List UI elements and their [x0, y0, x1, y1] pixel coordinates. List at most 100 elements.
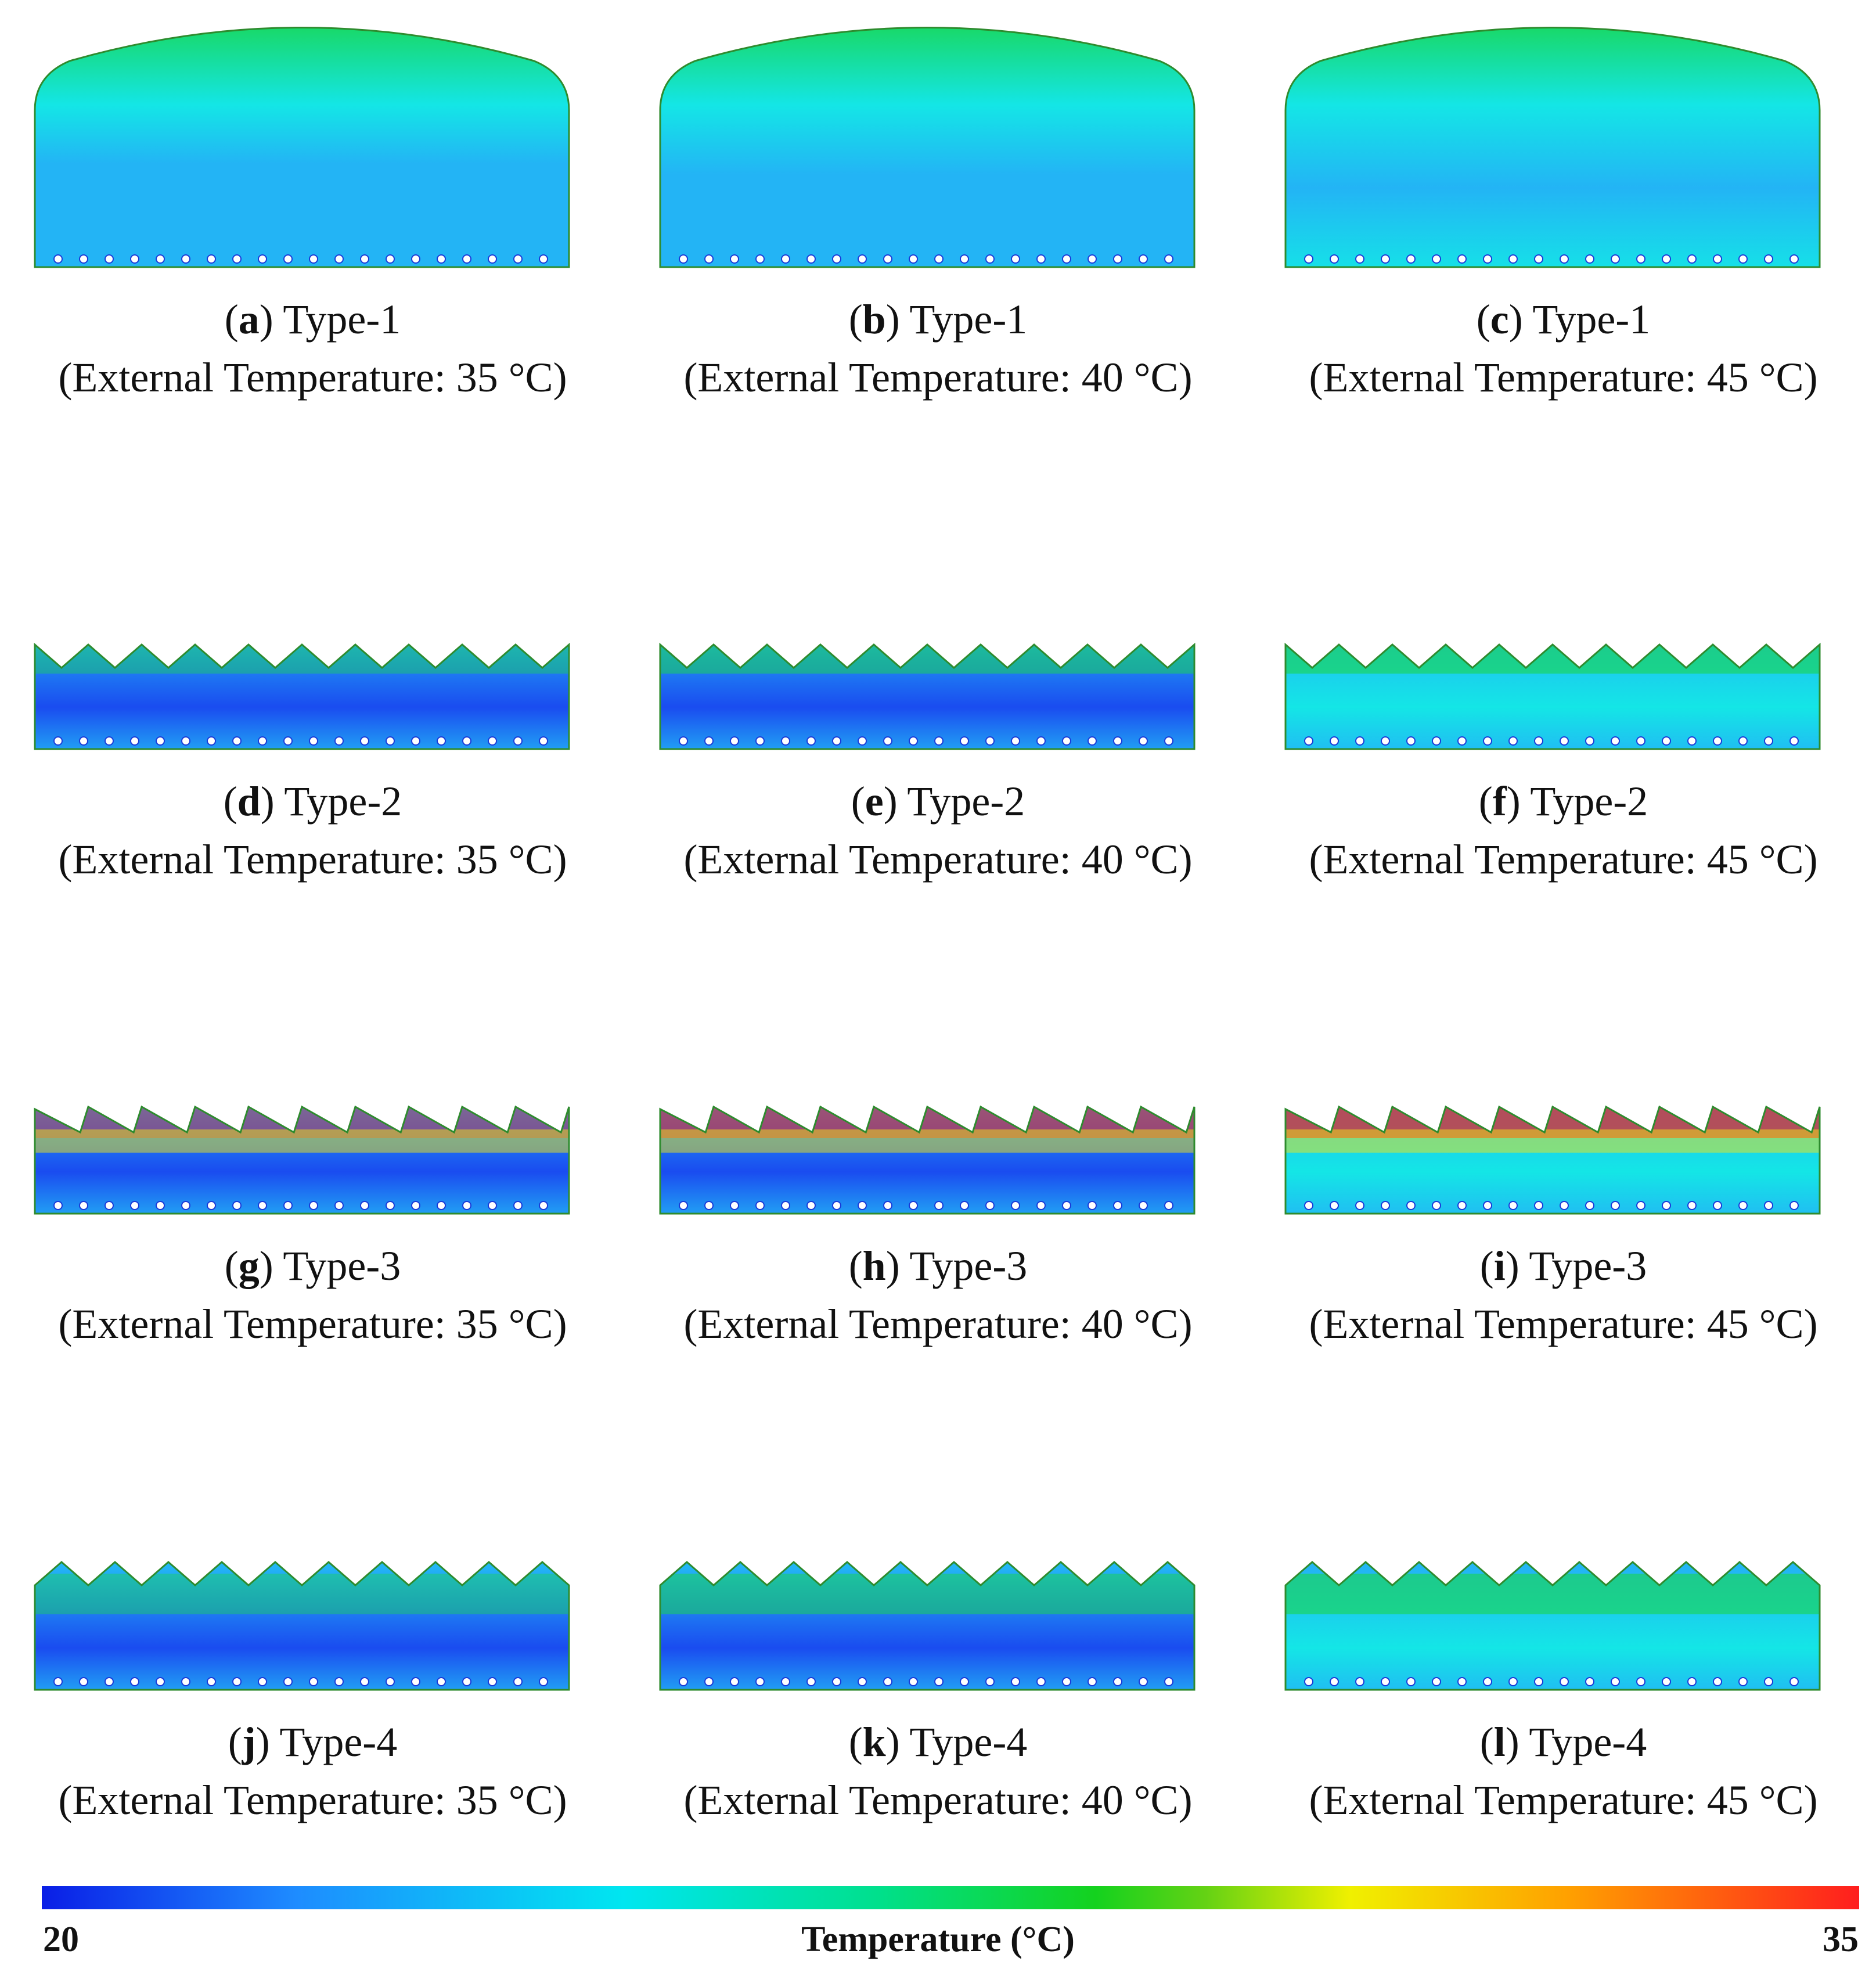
inlet-vent [1764, 1201, 1773, 1210]
inlet-vent [1113, 254, 1122, 264]
panel-caption: (d) Type-2 (External Temperature: 35 °C) [0, 772, 625, 888]
inlet-vent [1534, 736, 1543, 746]
inlet-vent [704, 1201, 714, 1210]
caption-condition: (External Temperature: 35 °C) [58, 1301, 567, 1347]
inlet-vent [755, 1677, 765, 1686]
inlet-vent [755, 1201, 765, 1210]
inlet-vent [1381, 254, 1390, 264]
inlet-vent [360, 254, 369, 264]
panel-h: (h) Type-3 (External Temperature: 40 °C) [625, 958, 1251, 1365]
inlet-vent [1011, 736, 1020, 746]
contour-plot-c [1284, 27, 1821, 268]
inlet-vent [437, 254, 446, 264]
inlet-vent [1457, 736, 1467, 746]
panel-letter: c [1490, 296, 1509, 343]
panel-type: Type-1 [909, 296, 1028, 343]
inlet-vent [79, 1677, 88, 1686]
inlet-vent [1687, 736, 1697, 746]
inlet-vent [411, 736, 420, 746]
inlet-vent [1062, 254, 1071, 264]
panel-caption: (g) Type-3 (External Temperature: 35 °C) [0, 1237, 625, 1353]
inlet-vent [1611, 1201, 1620, 1210]
inlet-vent [1036, 1677, 1046, 1686]
inlet-vent [1330, 736, 1339, 746]
inlet-vent [806, 1677, 816, 1686]
inlet-vent [934, 254, 944, 264]
inlet-vent [1713, 736, 1722, 746]
inlet-vent [1611, 1677, 1620, 1686]
inlet-vent [1560, 736, 1569, 746]
inlet-vent [985, 1201, 995, 1210]
inlet-vent [360, 736, 369, 746]
inlet-vent [1088, 1201, 1097, 1210]
inlet-vent [1164, 1677, 1173, 1686]
inlet-vent [1738, 1201, 1748, 1210]
caption-title: (b) Type-1 [848, 296, 1028, 343]
inlet-vent [730, 254, 739, 264]
caption-title: (j) Type-4 [228, 1719, 398, 1765]
inlet-vent [1304, 254, 1313, 264]
inlet-vent [1432, 1201, 1441, 1210]
panel-caption: (k) Type-4 (External Temperature: 40 °C) [625, 1713, 1251, 1829]
inlet-vent [462, 1201, 471, 1210]
panel-caption: (j) Type-4 (External Temperature: 35 °C) [0, 1713, 625, 1829]
caption-condition: (External Temperature: 45 °C) [1309, 1301, 1818, 1347]
panel-type: Type-3 [283, 1243, 401, 1289]
inlet-vent [1687, 254, 1697, 264]
inlet-vent [1611, 736, 1620, 746]
inlet-vent [462, 254, 471, 264]
colorbar-min-label: 20 [43, 1920, 79, 1959]
inlet-vent [679, 736, 688, 746]
inlet-vent [1139, 254, 1148, 264]
inlet-vent [207, 736, 216, 746]
inlet-vent [360, 1201, 369, 1210]
caption-title: (g) Type-3 [224, 1243, 401, 1289]
panel-type: Type-1 [283, 296, 401, 343]
inlet-vent [1738, 736, 1748, 746]
caption-condition: (External Temperature: 35 °C) [58, 1777, 567, 1823]
inlet-vent [1011, 1201, 1020, 1210]
caption-title: (d) Type-2 [223, 778, 402, 825]
panel-type: Type-4 [1529, 1719, 1647, 1765]
inlet-vent [1560, 1677, 1569, 1686]
inlet-vent [704, 254, 714, 264]
inlet-vent [832, 1677, 841, 1686]
inlet-vent [1508, 736, 1518, 746]
panel-g: (g) Type-3 (External Temperature: 35 °C) [0, 958, 625, 1365]
inlet-vent [1355, 254, 1364, 264]
inlet-vent [1036, 254, 1046, 264]
contour-plot-d [34, 642, 570, 750]
inlet-vent [1381, 1677, 1390, 1686]
inlet-vent [679, 254, 688, 264]
inlet-vent [1687, 1677, 1697, 1686]
inlet-vent [1088, 254, 1097, 264]
inlet-vent [232, 1201, 242, 1210]
inlet-vent [934, 1201, 944, 1210]
inlet-vent [1662, 254, 1671, 264]
inlet-vent [1011, 254, 1020, 264]
inlet-vent [156, 254, 165, 264]
inlet-vent [1330, 254, 1339, 264]
inlet-vent [130, 1201, 139, 1210]
inlet-vent [232, 254, 242, 264]
inlet-vent [1139, 736, 1148, 746]
inlet-vent [207, 1201, 216, 1210]
inlet-vent [755, 736, 765, 746]
inlet-vent [539, 254, 548, 264]
inlet-vent [1687, 1201, 1697, 1210]
inlet-vent [258, 1677, 267, 1686]
panel-type: Type-4 [909, 1719, 1028, 1765]
inlet-vent [960, 1677, 969, 1686]
panel-type: Type-4 [279, 1719, 398, 1765]
inlet-vent [1662, 736, 1671, 746]
inlet-vent [1062, 736, 1071, 746]
caption-condition: (External Temperature: 40 °C) [683, 1301, 1193, 1347]
inlet-vent [781, 1677, 790, 1686]
inlet-vent [181, 1201, 190, 1210]
inlet-vent [386, 1677, 395, 1686]
panel-letter: k [862, 1719, 886, 1765]
inlet-vent [1164, 1201, 1173, 1210]
inlet-vent [258, 254, 267, 264]
inlet-vent [79, 254, 88, 264]
inlet-vent [1585, 736, 1594, 746]
